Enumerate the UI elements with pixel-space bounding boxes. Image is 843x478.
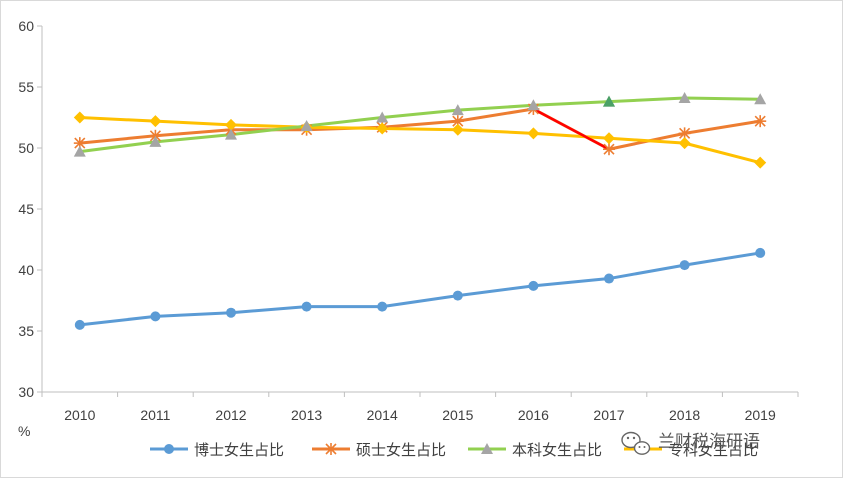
x-tick-label: 2017 [593, 407, 624, 423]
legend-item: 硕士女生占比 [312, 441, 446, 459]
legend-item: 博士女生占比 [150, 441, 284, 459]
data-point [603, 132, 615, 145]
data-point [73, 145, 86, 157]
series-lines [78, 96, 762, 327]
y-tick-label: 35 [18, 323, 34, 339]
data-point [754, 156, 767, 169]
data-point [149, 115, 162, 128]
data-point [377, 301, 388, 312]
series-line-3 [78, 116, 762, 165]
x-tick-label: 2011 [140, 407, 170, 423]
x-tick-label: 2019 [745, 407, 776, 423]
data-point [226, 307, 236, 318]
x-tick-label: 2012 [215, 407, 246, 423]
data-point-highlight [603, 95, 615, 107]
data-point [376, 111, 389, 123]
series-line-2 [78, 96, 762, 154]
data-point [150, 311, 161, 322]
x-tick-label: 2014 [367, 407, 398, 423]
data-point [754, 115, 767, 128]
legend-swatch-marker [325, 443, 337, 455]
y-tick-label: 30 [18, 384, 34, 400]
axes: 30 35 40 45 50 55 60 2010 2011 2012 2013 2014 2015 20… [18, 18, 799, 423]
data-point [755, 247, 766, 258]
legend-item: 本科女生占比 [468, 441, 602, 459]
data-point [679, 260, 690, 271]
data-point [301, 301, 312, 312]
x-tick-label: 2015 [442, 407, 473, 423]
y-tick-label: 55 [18, 79, 34, 95]
data-point [73, 111, 86, 124]
x-tick-label: 2018 [669, 407, 700, 423]
data-point [149, 135, 162, 147]
x-tick-label: 2010 [64, 407, 95, 423]
legend-label: 博士女生占比 [194, 441, 284, 459]
data-point [452, 290, 463, 301]
data-point [527, 127, 540, 140]
series-markers [73, 91, 767, 330]
data-point [300, 120, 313, 132]
legend-label: 本科女生占比 [512, 441, 602, 459]
x-tick-label: 2013 [291, 407, 322, 423]
data-point [225, 128, 237, 140]
data-point [225, 118, 237, 131]
highlight-segment [532, 107, 610, 151]
data-point [754, 93, 767, 105]
legend-label: 专科女生占比 [668, 441, 758, 459]
wechat-icon [621, 431, 651, 455]
y-tick-label: 50 [18, 140, 34, 156]
data-point [74, 319, 85, 330]
y-tick-label: 60 [18, 18, 34, 34]
data-point [604, 273, 614, 284]
data-point [678, 137, 691, 150]
data-point [451, 123, 464, 136]
data-point [451, 104, 464, 116]
legend-label: 硕士女生占比 [356, 441, 446, 459]
y-tick-label: 45 [18, 201, 34, 217]
data-point [376, 122, 389, 135]
data-point [678, 127, 691, 140]
y-tick-label: 40 [18, 262, 34, 278]
watermark: 兰财税海研语 [621, 431, 760, 455]
legend-swatch-marker [481, 443, 493, 454]
data-point [527, 99, 540, 111]
y-axis-unit-label: % [18, 423, 30, 439]
legend-swatch-marker [164, 444, 174, 454]
data-point [603, 143, 615, 156]
data-point [678, 91, 691, 103]
x-tick-label: 2016 [518, 407, 549, 423]
legend: 博士女生占比 硕士女生占比 本科女生占比 专科女生占比 [150, 441, 758, 459]
series-line-0 [78, 251, 762, 327]
watermark-text: 兰财税海研语 [658, 432, 760, 452]
data-point [528, 280, 539, 291]
